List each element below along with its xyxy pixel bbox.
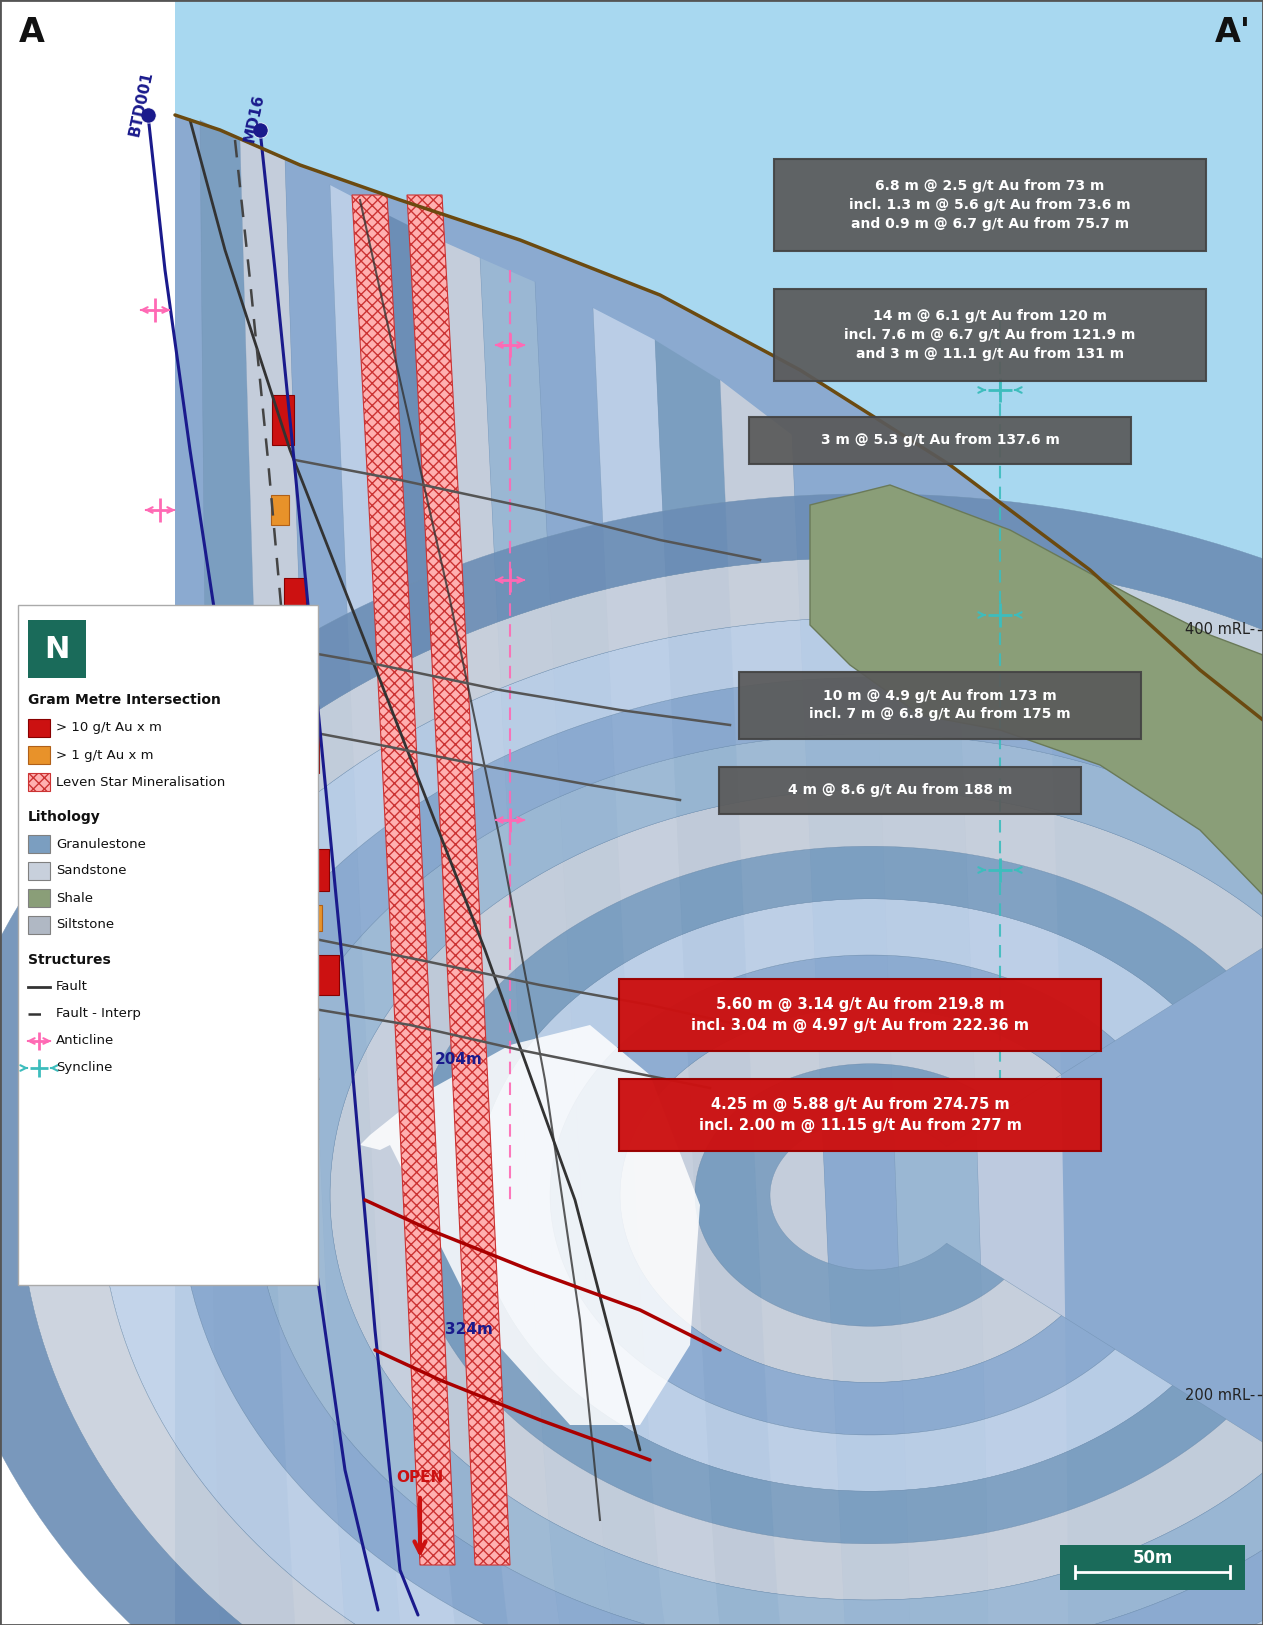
Text: Lithology: Lithology (28, 809, 101, 824)
Text: Anticline: Anticline (56, 1035, 114, 1048)
Polygon shape (285, 159, 400, 1625)
Polygon shape (428, 236, 560, 1625)
Polygon shape (594, 309, 720, 1625)
Text: 200 mRL-: 200 mRL- (1185, 1388, 1255, 1402)
Bar (307, 848, 328, 890)
Text: 3 m @ 5.3 g/t Au from 137.6 m: 3 m @ 5.3 g/t Au from 137.6 m (821, 432, 1060, 447)
Polygon shape (655, 340, 781, 1625)
Polygon shape (792, 436, 911, 1625)
FancyBboxPatch shape (774, 289, 1206, 380)
FancyBboxPatch shape (739, 671, 1140, 738)
FancyBboxPatch shape (619, 978, 1101, 1051)
Text: Gram Metre Intersection: Gram Metre Intersection (28, 692, 221, 707)
Text: 4.25 m @ 5.88 g/t Au from 274.75 m
incl. 2.00 m @ 11.15 g/t Au from 277 m: 4.25 m @ 5.88 g/t Au from 274.75 m incl.… (698, 1097, 1022, 1133)
Text: 10 m @ 4.9 g/t Au from 173 m
incl. 7 m @ 6.8 g/t Au from 175 m: 10 m @ 4.9 g/t Au from 173 m incl. 7 m @… (810, 689, 1071, 722)
Text: 5.60 m @ 3.14 g/t Au from 219.8 m
incl. 3.04 m @ 4.97 g/t Au from 222.36 m: 5.60 m @ 3.14 g/t Au from 219.8 m incl. … (691, 998, 1029, 1034)
Text: A': A' (1215, 16, 1250, 49)
Polygon shape (480, 258, 613, 1625)
Polygon shape (810, 484, 1263, 895)
Polygon shape (352, 195, 455, 1565)
Polygon shape (255, 734, 1263, 1625)
Text: Fault: Fault (56, 980, 88, 993)
Text: Granulestone: Granulestone (56, 837, 145, 850)
Bar (28, 835, 51, 853)
Bar (304, 905, 322, 931)
FancyBboxPatch shape (619, 1079, 1101, 1150)
Bar (280, 681, 299, 708)
Polygon shape (720, 380, 845, 1625)
Polygon shape (0, 0, 176, 1625)
Text: N: N (44, 634, 69, 663)
Text: 14 m @ 6.1 g/t Au from 120 m
incl. 7.6 m @ 6.7 g/t Au from 121.9 m
and 3 m @ 11.: 14 m @ 6.1 g/t Au from 120 m incl. 7.6 m… (844, 309, 1135, 361)
Text: OPEN: OPEN (397, 1471, 443, 1485)
Bar (297, 728, 320, 772)
Text: Syncline: Syncline (56, 1061, 112, 1074)
Polygon shape (620, 1008, 1061, 1383)
Bar (293, 806, 311, 834)
Bar (272, 395, 294, 445)
Polygon shape (330, 790, 1263, 1601)
Bar (28, 861, 51, 881)
Text: 4 m @ 8.6 g/t Au from 188 m: 4 m @ 8.6 g/t Au from 188 m (788, 783, 1012, 796)
Bar (28, 621, 86, 678)
Text: 324m: 324m (445, 1323, 493, 1337)
Polygon shape (100, 618, 1263, 1625)
Polygon shape (0, 494, 1263, 1625)
Polygon shape (181, 678, 1263, 1625)
Text: 400 mRL-: 400 mRL- (1185, 622, 1255, 637)
Polygon shape (378, 210, 508, 1625)
Bar (1060, 1545, 1245, 1589)
Polygon shape (405, 847, 1226, 1544)
Text: BTD001: BTD001 (126, 70, 155, 138)
Polygon shape (870, 505, 988, 1625)
FancyBboxPatch shape (774, 159, 1206, 250)
Polygon shape (360, 1025, 700, 1425)
Bar (28, 916, 51, 934)
FancyBboxPatch shape (719, 767, 1081, 814)
Text: Shale: Shale (56, 892, 93, 905)
Bar (28, 718, 51, 738)
Polygon shape (407, 195, 510, 1565)
Polygon shape (549, 956, 1115, 1435)
Text: 50m: 50m (1133, 1549, 1172, 1566)
FancyBboxPatch shape (749, 416, 1130, 463)
Text: Sandstone: Sandstone (56, 864, 126, 878)
Bar (317, 956, 338, 994)
Bar (28, 746, 51, 764)
Text: > 1 g/t Au x m: > 1 g/t Au x m (56, 749, 154, 762)
Bar (272, 496, 289, 525)
Polygon shape (240, 140, 345, 1625)
Bar (284, 577, 306, 622)
Bar (28, 889, 51, 907)
Text: Fault - Interp: Fault - Interp (56, 1008, 141, 1020)
Polygon shape (176, 115, 1263, 1625)
Polygon shape (200, 120, 296, 1625)
Bar (28, 774, 51, 791)
Text: A: A (19, 16, 45, 49)
Text: Siltstone: Siltstone (56, 918, 114, 931)
Bar (18, 604, 318, 1285)
Text: > 10 g/t Au x m: > 10 g/t Au x m (56, 722, 162, 734)
Polygon shape (20, 557, 1263, 1625)
Polygon shape (955, 590, 1068, 1625)
Polygon shape (330, 185, 455, 1625)
Text: MD16: MD16 (242, 93, 266, 145)
Text: 6.8 m @ 2.5 g/t Au from 73 m
incl. 1.3 m @ 5.6 g/t Au from 73.6 m
and 0.9 m @ 6.: 6.8 m @ 2.5 g/t Au from 73 m incl. 1.3 m… (849, 179, 1130, 231)
Polygon shape (176, 0, 1263, 720)
Polygon shape (536, 283, 666, 1625)
Text: Leven Star Mineralisation: Leven Star Mineralisation (56, 775, 225, 788)
Polygon shape (695, 1064, 1004, 1326)
Polygon shape (475, 899, 1172, 1492)
Text: 204m: 204m (434, 1053, 482, 1068)
Text: Structures: Structures (28, 952, 111, 967)
